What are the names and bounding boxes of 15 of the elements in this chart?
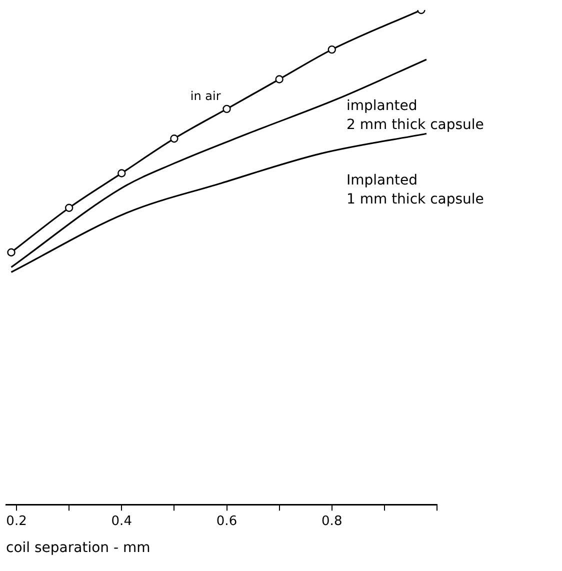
- point: [222, 104, 231, 114]
- x-tick-label: 0.6: [216, 514, 238, 529]
- x-tick-label: 0.2: [6, 514, 27, 529]
- x-tick-label: 0.8: [322, 514, 342, 529]
- x-tick-label: 0.4: [111, 514, 132, 529]
- point: [328, 45, 336, 54]
- series-label: Implanted 1 mm thick capsule: [346, 172, 484, 208]
- series-label: in air: [190, 89, 221, 104]
- point: [275, 75, 284, 84]
- point: [64, 204, 74, 212]
- point: [170, 134, 178, 143]
- point: [7, 248, 16, 256]
- x-axis-title: coil separation - mm: [6, 540, 150, 556]
- point: [118, 169, 126, 178]
- series-label: implanted 2 mm thick capsule: [346, 98, 484, 134]
